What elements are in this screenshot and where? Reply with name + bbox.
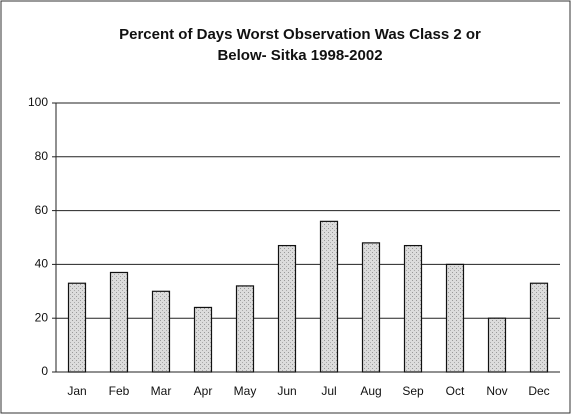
bar	[109, 271, 129, 373]
x-tick-label: Dec	[528, 384, 549, 398]
x-tick-label: Jan	[67, 384, 86, 398]
x-tick-label: Oct	[446, 384, 465, 398]
x-tick-label: Jul	[321, 384, 336, 398]
bar	[67, 282, 87, 373]
bar	[529, 282, 549, 373]
bar	[151, 290, 171, 373]
x-tick-label: Sep	[402, 384, 424, 398]
bar	[193, 306, 213, 373]
x-tick-label: Apr	[194, 384, 213, 398]
x-tick-label: Feb	[109, 384, 130, 398]
y-tick-label: 40	[35, 257, 49, 271]
chart-title: Below- Sitka 1998-2002	[217, 47, 382, 64]
bar	[445, 263, 465, 373]
x-tick-label: Nov	[486, 384, 507, 398]
bar	[235, 285, 255, 373]
y-tick-label: 20	[35, 310, 49, 324]
y-tick-label: 0	[41, 364, 48, 378]
bar	[277, 244, 297, 373]
bar	[361, 242, 381, 373]
chart-title: Percent of Days Worst Observation Was Cl…	[119, 26, 481, 43]
y-tick-label: 100	[28, 95, 48, 109]
x-tick-label: May	[234, 384, 257, 398]
x-tick-label: Aug	[360, 384, 381, 398]
bar	[319, 220, 339, 373]
bar	[487, 317, 507, 373]
x-tick-label: Mar	[151, 384, 172, 398]
y-tick-label: 60	[35, 203, 49, 217]
y-tick-label: 80	[35, 149, 49, 163]
x-tick-label: Jun	[277, 384, 296, 398]
bar	[403, 244, 423, 373]
